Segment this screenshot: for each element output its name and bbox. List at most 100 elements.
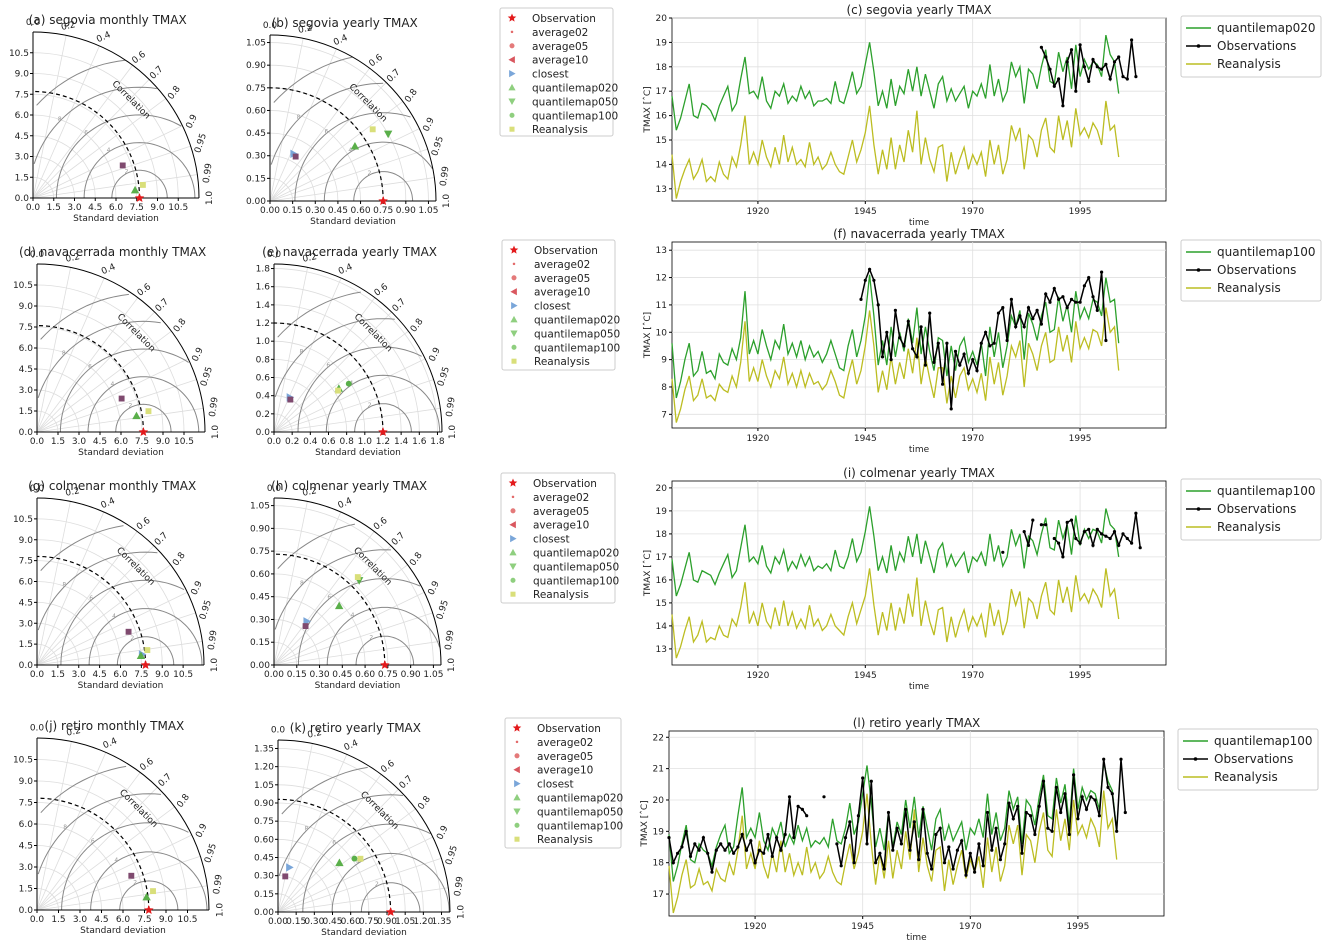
rms-arc [37, 793, 162, 875]
x-tick-label: 1.20 [413, 917, 433, 927]
corr-tick-label: 0.6 [130, 50, 148, 67]
grid-spoke [36, 806, 175, 911]
x-axis-label: Standard deviation [321, 928, 407, 938]
x-tick-label: 10.5 [177, 915, 197, 925]
corr-tick-label: 0.2 [65, 486, 81, 499]
legend-box [500, 472, 616, 604]
y-axis-label: TMAX [ˆC] [642, 312, 653, 359]
y-tick-label: 1.35 [254, 744, 274, 754]
point-average10 [287, 396, 294, 403]
x-tick-label: 0.0 [30, 915, 45, 925]
reference-arc [36, 325, 144, 433]
y-tick-label: 3.0 [19, 386, 34, 396]
rms-label: 6 [326, 362, 330, 369]
y-tick-label: 22 [653, 733, 664, 743]
y-tick-label: 6.0 [19, 344, 34, 354]
x-tick-label: 0.0 [30, 437, 45, 447]
grid-spoke [273, 531, 375, 666]
legend-marker [509, 521, 516, 529]
point-average10 [118, 395, 125, 402]
legend-label: quantilemap100 [534, 342, 620, 354]
y-tick-label: 1.0 [256, 337, 271, 347]
grid-spoke [277, 808, 416, 913]
corr-tick-label: 0.4 [337, 496, 354, 511]
grid-spoke [273, 297, 376, 433]
grid-arc [273, 527, 412, 666]
x-tick-label: 4.5 [92, 670, 106, 680]
reference-arc [277, 798, 392, 913]
rms-arc [116, 636, 175, 666]
x-tick-label: 1.5 [47, 203, 61, 213]
grid-arc [269, 155, 316, 202]
rms-arc [90, 851, 208, 910]
corr-tick-label: 0.95 [436, 366, 452, 388]
corr-tick-label: 1.0 [211, 425, 221, 440]
y-tick-label: 18 [653, 859, 665, 869]
x-tick-label: 6.0 [113, 670, 128, 680]
legend-label: Reanalysis [533, 589, 589, 601]
rms-arc [297, 346, 422, 433]
grid-arc [36, 305, 164, 433]
x-tick-label: 1.05 [395, 917, 415, 927]
corr-tick-label: 0.0 [30, 724, 45, 734]
legend-label: Observation [532, 13, 596, 25]
y-tick-label: 15 [656, 599, 667, 609]
x-tick-label: 0.90 [377, 917, 397, 927]
corr-tick-label: 0.8 [166, 84, 183, 102]
point-quantilemap020 [136, 651, 146, 660]
rms-arc [60, 579, 185, 666]
corr-tick-label: 0.8 [171, 550, 188, 568]
corr-tick-label: 1.0 [456, 905, 466, 920]
legend-marker [510, 535, 517, 543]
rms-label: 6 [332, 840, 336, 847]
grid-arc [36, 802, 145, 911]
x-tick-label: 1.05 [418, 206, 438, 216]
grid-spoke [269, 128, 420, 202]
grid-spoke [36, 772, 141, 911]
legend-marker [511, 344, 517, 350]
rms-arc [277, 291, 361, 338]
rms-arc [87, 376, 200, 432]
point-average10 [119, 162, 126, 169]
x-tick-label: 0.00 [260, 206, 280, 216]
series-line-quantilemap100 [671, 506, 1120, 597]
corr-tick-label: 0.4 [102, 736, 119, 751]
corr-tick-label: 0.9 [427, 579, 442, 596]
corr-tick-label: 0.2 [297, 23, 313, 36]
y-tick-label: 10.5 [13, 281, 33, 291]
grid-spoke [273, 379, 434, 433]
rms-arc [59, 348, 189, 433]
x-tick-label: 10.5 [168, 203, 188, 213]
legend-label: Observations [1217, 263, 1296, 277]
x-tick-label: 10.5 [174, 437, 194, 447]
grid-spoke [36, 407, 204, 433]
y-tick-label: 10.5 [9, 49, 29, 59]
corr-tick-label: 0.8 [409, 317, 426, 335]
reference-arc [36, 797, 150, 911]
x-tick-label: 1920 [746, 434, 769, 444]
y-tick-label: 0.75 [250, 547, 270, 557]
legend-marker [509, 563, 517, 570]
grid-spoke [269, 38, 304, 202]
rms-label: 2 [375, 881, 379, 888]
x-tick-label: 0.45 [322, 917, 342, 927]
x-tick-label: 0.60 [351, 206, 371, 216]
grid-spoke [36, 741, 72, 911]
legend-box [1180, 15, 1322, 78]
grid-spoke [32, 45, 100, 199]
legend-label: Reanalysis [1217, 57, 1281, 71]
legend-marker [510, 30, 514, 34]
x-tick-label: 0.2 [285, 437, 299, 447]
x-tick-label: 10.5 [173, 670, 193, 680]
grid-arc [32, 73, 158, 199]
x-tick-label: 0.0 [30, 670, 45, 680]
corr-tick-label: 0.9 [428, 346, 443, 363]
y-tick-label: 3.0 [19, 619, 34, 629]
rms-label: 4 [107, 147, 111, 154]
legend-markers-3: Observation average02 average05 average10 cl… [504, 717, 623, 849]
legend-marker [508, 478, 518, 487]
y-tick-label: 0.45 [250, 593, 270, 603]
x-tick-label: 3.0 [72, 670, 87, 680]
corr-tick-label: 0.2 [302, 252, 318, 265]
